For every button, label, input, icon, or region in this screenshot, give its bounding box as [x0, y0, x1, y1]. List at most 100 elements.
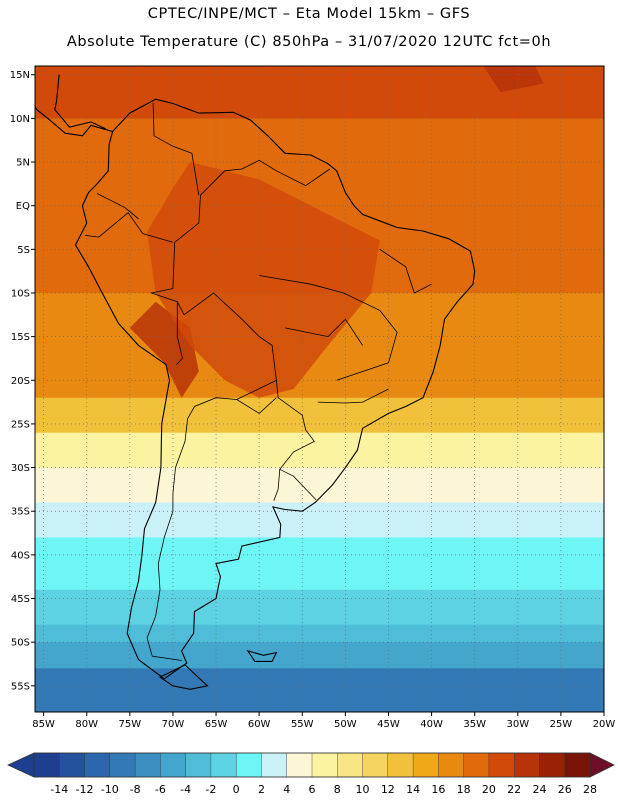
- axis-ticks: 15N 10N 5N EQ 5S 10S 15S 20S 25S 30S 35S 40S 45S 50S 5…: [10, 70, 616, 730]
- lon-tick-label: 25W: [550, 719, 573, 730]
- colorbar-swatch: [488, 752, 515, 778]
- lat-tick-label: 45S: [11, 594, 30, 605]
- temperature-field: [35, 66, 604, 712]
- political-border: [149, 242, 317, 501]
- map-frame: [34, 65, 605, 713]
- lon-tick-label: 55W: [291, 719, 314, 730]
- lon-tick-label: 60W: [248, 719, 271, 730]
- colorbar-label: -10: [101, 783, 119, 796]
- political-border: [284, 318, 363, 346]
- colorbar-label: 6: [309, 783, 316, 796]
- political-border: [259, 275, 398, 381]
- colorbar-label: 4: [283, 783, 290, 796]
- temperature-band: [35, 624, 604, 643]
- colorbar-swatch: [564, 752, 591, 778]
- lat-tick-label: 10N: [10, 114, 30, 125]
- lat-tick-label: 55S: [11, 681, 30, 692]
- temperature-band: [35, 642, 604, 669]
- warm-region: [483, 66, 544, 93]
- political-border: [379, 248, 432, 294]
- political-border: [146, 379, 277, 661]
- lon-tick-label: 85W: [32, 719, 55, 730]
- lat-tick-label: 25S: [11, 419, 30, 430]
- colorbar-label: 26: [558, 783, 572, 796]
- colorbar-swatch: [185, 752, 212, 778]
- lat-tick-label: 35S: [11, 507, 30, 518]
- colorbar-swatch: [463, 752, 490, 778]
- colorbar-label: -6: [155, 783, 166, 796]
- central-america-coastline: [35, 105, 113, 137]
- colorbar-label: -2: [205, 783, 216, 796]
- colorbar-swatch: [84, 752, 111, 778]
- colorbar-label: 18: [457, 783, 471, 796]
- map-title-line-1: CPTEC/INPE/MCT – Eta Model 15km – GFS: [147, 6, 471, 22]
- lon-tick-label: 35W: [463, 719, 486, 730]
- falkland-islands: [246, 649, 278, 662]
- colorbar-label: -4: [180, 783, 191, 796]
- lon-tick-label: 50W: [334, 719, 357, 730]
- lon-tick-label: 30W: [506, 719, 529, 730]
- temperature-band: [35, 397, 604, 434]
- colorbar-swatch: [134, 752, 161, 778]
- lat-tick-label: 5S: [17, 245, 30, 256]
- colorbar-swatch: [412, 752, 439, 778]
- political-border: [174, 159, 331, 243]
- colorbar-swatch: [235, 752, 262, 778]
- political-border: [152, 102, 200, 196]
- lat-tick-label: 30S: [11, 463, 30, 474]
- colorbar-label: 14: [406, 783, 420, 796]
- colorbar-label: 8: [334, 783, 341, 796]
- political-border: [236, 397, 277, 414]
- political-border: [317, 388, 389, 404]
- lon-tick-label: 70W: [162, 719, 185, 730]
- colorbar-swatch: [362, 752, 389, 778]
- lat-tick-label: 5N: [16, 158, 30, 169]
- south-america-coastline: [74, 98, 476, 680]
- lat-tick-label: EQ: [16, 201, 30, 212]
- temperature-band: [35, 432, 604, 469]
- colorbar-label: 24: [532, 783, 546, 796]
- lat-tick-label: 50S: [11, 638, 30, 649]
- lon-tick-label: 80W: [75, 719, 98, 730]
- tierra-del-fuego: [158, 664, 209, 690]
- temperature-band: [35, 537, 604, 591]
- colorbar-label: 16: [431, 783, 445, 796]
- coastlines-and-borders: [35, 74, 476, 690]
- graticule: [35, 66, 604, 712]
- lon-tick-label: 40W: [420, 719, 443, 730]
- colorbar-swatch: [109, 752, 136, 778]
- colorbar-swatch: [438, 752, 465, 778]
- colorbar-label: 22: [507, 783, 521, 796]
- colorbar-swatch: [286, 752, 313, 778]
- caribbean-coastline: [54, 74, 106, 130]
- map-title-line-2: Absolute Temperature (C) 850hPa – 31/07/…: [66, 34, 552, 50]
- temperature-band: [35, 467, 604, 503]
- colorbar-swatch: [160, 752, 187, 778]
- colorbar-swatch: [539, 752, 566, 778]
- colorbar-over-arrow: [589, 752, 615, 778]
- lat-tick-label: 15N: [10, 70, 30, 81]
- warm-region: [147, 162, 380, 398]
- lat-tick-label: 40S: [11, 550, 30, 561]
- temperature-band: [35, 502, 604, 538]
- colorbar-label: -12: [76, 783, 94, 796]
- colorbar-label: 28: [583, 783, 597, 796]
- political-border: [176, 301, 183, 365]
- lat-tick-label: 20S: [11, 376, 30, 387]
- colorbar-swatch: [33, 752, 60, 778]
- temperature-band: [35, 668, 604, 712]
- colorbar-label: 12: [381, 783, 395, 796]
- colorbar-swatch: [387, 752, 414, 778]
- colorbar-swatch: [337, 752, 364, 778]
- colorbar-frame: [33, 752, 591, 778]
- colorbar-swatch: [311, 752, 338, 778]
- lon-tick-label: 45W: [377, 719, 400, 730]
- colorbar-under-arrow: [7, 752, 35, 778]
- political-border: [96, 193, 139, 220]
- colorbar-label: -8: [130, 783, 141, 796]
- lon-tick-label: 75W: [119, 719, 142, 730]
- lat-tick-label: 10S: [11, 288, 30, 299]
- lat-tick-label: 15S: [11, 332, 30, 343]
- colorbar-label: -14: [50, 783, 68, 796]
- colorbar-swatch: [261, 752, 288, 778]
